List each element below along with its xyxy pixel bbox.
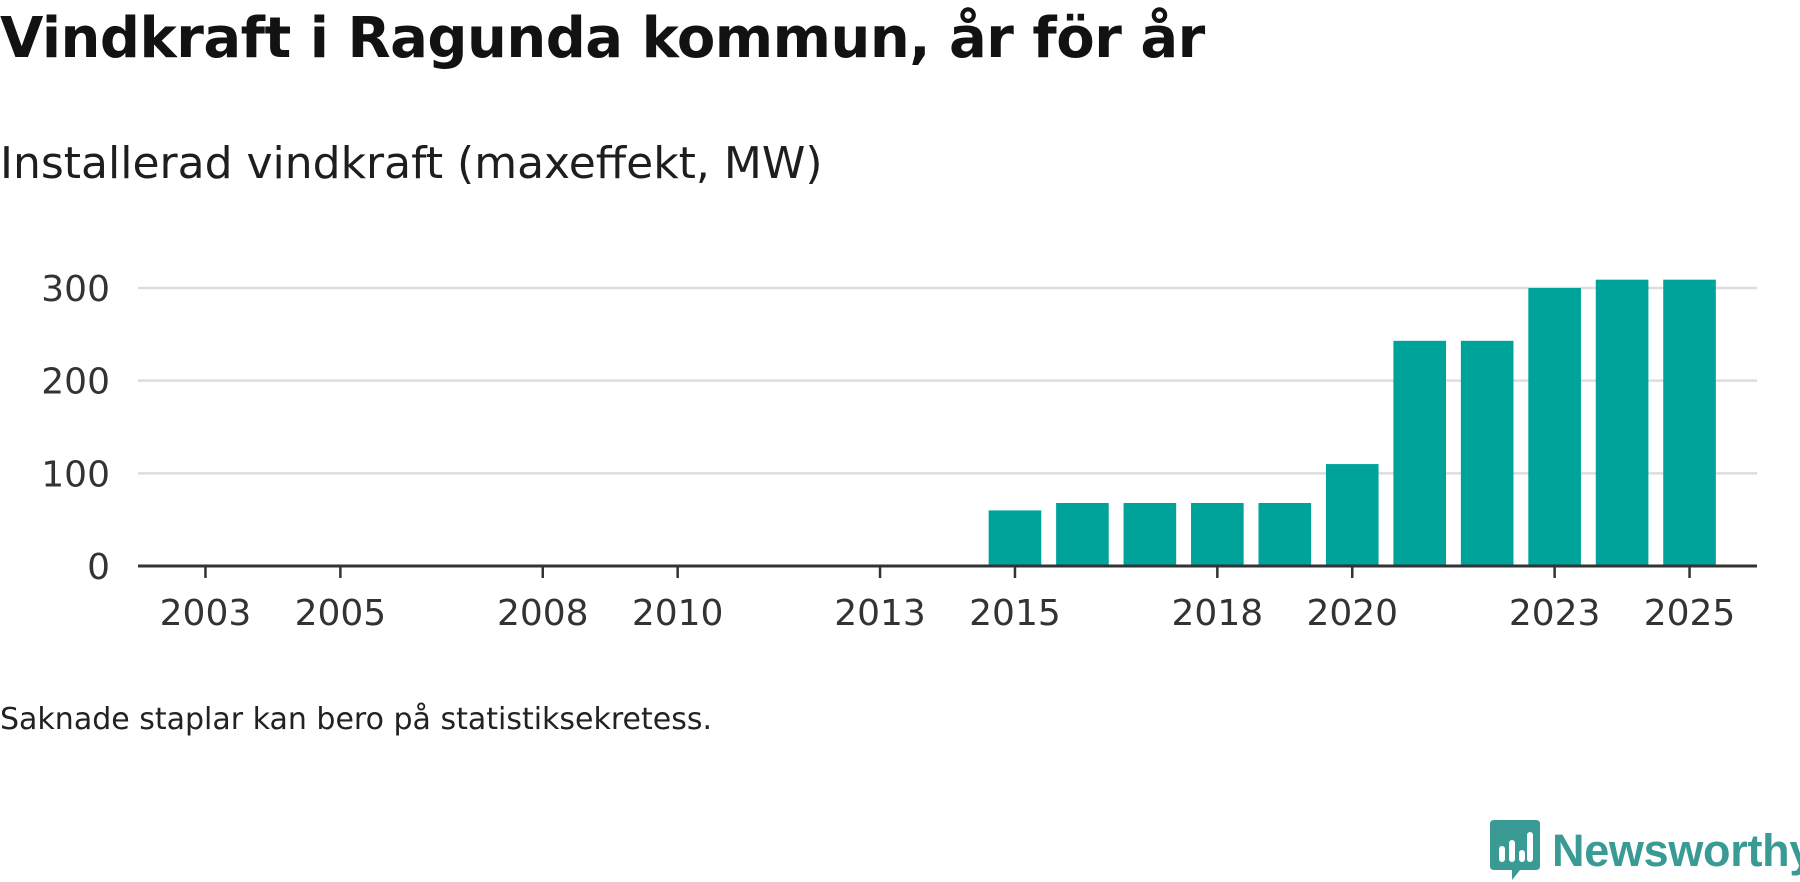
- footnote: Saknade staplar kan bero på statistiksek…: [0, 702, 713, 737]
- bar-2021: [1393, 340, 1447, 566]
- x-tick-label: 2013: [834, 593, 926, 634]
- y-tick-label: 300: [41, 269, 110, 310]
- x-tick-label: 2010: [632, 593, 724, 634]
- bar-2017: [1123, 502, 1177, 566]
- bars: [988, 279, 1716, 566]
- bar-2018: [1191, 502, 1244, 566]
- x-tick-label: 2018: [1172, 593, 1264, 634]
- bar-chart: 0 100 200 300 2003 2005 2008 2010 2013 2015 2018 20…: [41, 269, 1757, 634]
- x-tick-label: 2025: [1644, 593, 1736, 634]
- y-tick-label: 100: [41, 454, 110, 495]
- x-tick-label: 2015: [969, 593, 1061, 634]
- x-tick-label: 2020: [1306, 593, 1398, 634]
- bar-2022: [1460, 340, 1514, 566]
- bar-2023: [1528, 288, 1581, 566]
- y-tick-label: 200: [41, 362, 110, 403]
- newsworthy-logo-text: Newsworthy: [1552, 825, 1800, 876]
- y-tick-label: 0: [87, 547, 110, 588]
- chart-title: Vindkraft i Ragunda kommun, år för år: [0, 6, 1205, 71]
- newsworthy-logo: Newsworthy: [1490, 820, 1800, 882]
- x-tick-label: 2003: [160, 593, 252, 634]
- bar-2016: [1056, 502, 1109, 566]
- x-tick-label: 2008: [497, 593, 589, 634]
- bar-2019: [1258, 502, 1312, 566]
- gridlines: [138, 286, 1757, 475]
- chart-subtitle: Installerad vindkraft (maxeffekt, MW): [0, 138, 823, 189]
- axes: 0 100 200 300 2003 2005 2008 2010 2013 2015 2018 20…: [41, 269, 1757, 634]
- x-tick-label: 2005: [295, 593, 387, 634]
- bar-2020: [1325, 464, 1379, 566]
- bar-2025: [1663, 279, 1716, 566]
- x-tick-label: 2023: [1509, 593, 1601, 634]
- newsworthy-logo-icon: [1490, 820, 1540, 880]
- bar-2015: [988, 510, 1042, 566]
- bar-2024: [1595, 279, 1649, 566]
